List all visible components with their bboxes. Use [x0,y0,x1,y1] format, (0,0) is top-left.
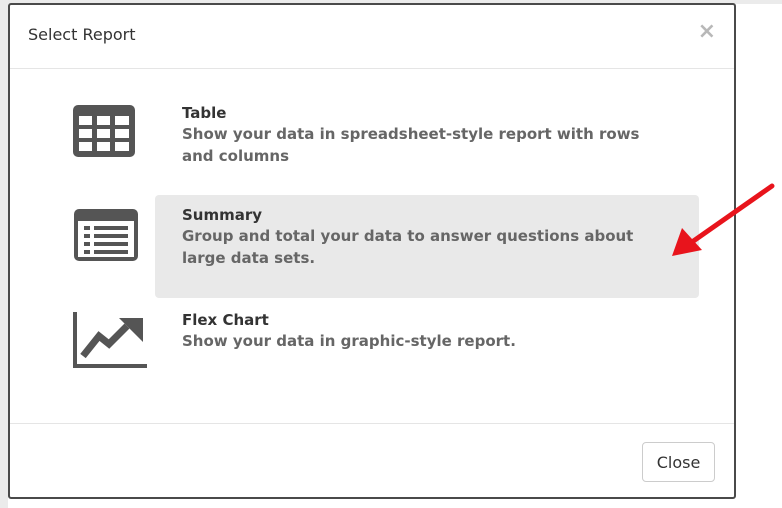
close-icon[interactable]: × [697,19,716,44]
close-button[interactable]: Close [642,442,715,482]
summary-list-icon[interactable] [74,209,138,261]
dialog-footer: Close [10,423,734,500]
report-option-table[interactable]: Table Show your data in spreadsheet-styl… [155,93,699,193]
dialog-title: Select Report [28,25,136,44]
option-title: Table [182,104,227,122]
dialog-header: Select Report × [10,5,734,69]
backdrop [0,0,782,4]
line-chart-icon[interactable] [73,312,147,368]
option-title: Flex Chart [182,311,269,329]
option-description: Group and total your data to answer ques… [182,227,634,267]
option-title: Summary [182,206,263,224]
option-description: Show your data in graphic-style report. [182,332,516,350]
option-description: Show your data in spreadsheet-style repo… [182,125,640,165]
report-option-flex-chart[interactable]: Flex Chart Show your data in graphic-sty… [155,300,699,360]
select-report-dialog: Select Report × Table Show your data in … [8,3,736,499]
report-option-summary[interactable]: Summary Group and total your data to ans… [155,195,699,298]
backdrop-left [0,0,8,508]
table-grid-icon[interactable] [73,105,135,157]
arrow-icon [672,183,775,256]
